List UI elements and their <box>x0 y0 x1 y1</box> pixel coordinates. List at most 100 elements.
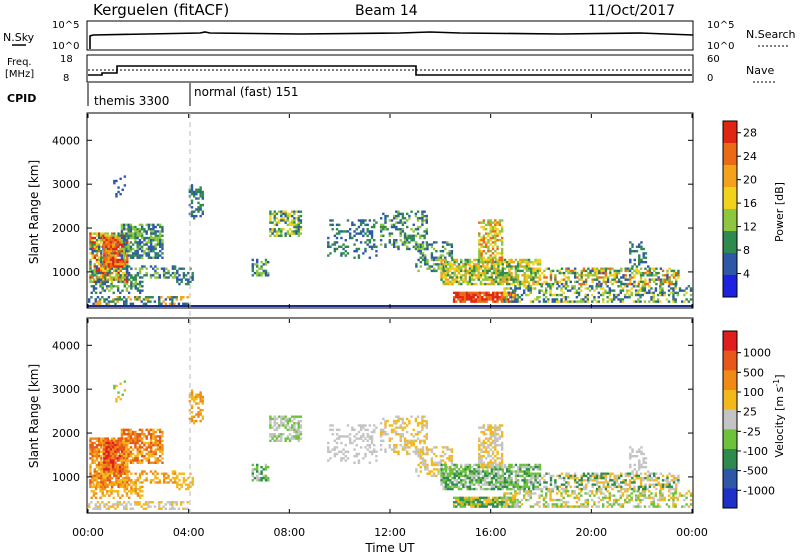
velocity-cell <box>273 422 276 425</box>
velocity-cell <box>91 452 94 456</box>
power-cell <box>489 225 492 229</box>
velocity-cell <box>103 448 106 451</box>
velocity-cell <box>530 472 533 475</box>
velocity-cell <box>419 452 422 456</box>
power-cell <box>495 260 498 264</box>
power-cell <box>500 296 504 299</box>
velocity-cell <box>494 498 497 502</box>
velocity-cell <box>280 417 283 421</box>
velocity-cell <box>470 483 474 486</box>
power-cell <box>580 271 583 275</box>
velocity-cell <box>516 479 520 482</box>
velocity-cell <box>119 397 122 401</box>
velocity-cell <box>91 437 94 440</box>
power-cell <box>494 291 497 295</box>
velocity-cell <box>92 507 95 511</box>
velocity-cell <box>299 419 303 423</box>
velocity-cell <box>122 433 126 436</box>
power-cell <box>107 249 110 253</box>
velocity-cell <box>478 437 481 440</box>
velocity-cell <box>397 417 400 421</box>
velocity-cell <box>487 501 491 504</box>
power-cell <box>492 269 496 273</box>
power-cell <box>379 239 383 242</box>
power-cell <box>255 274 259 277</box>
power-cell <box>642 271 645 275</box>
velocity-cell <box>468 481 472 484</box>
power-cell <box>520 293 524 297</box>
velocity-cell <box>122 450 126 453</box>
velocity-cell <box>253 476 257 480</box>
power-cell <box>99 291 102 295</box>
velocity-cell <box>282 433 285 436</box>
power-cell <box>464 274 467 277</box>
velocity-cell <box>114 470 117 473</box>
power-cell <box>451 258 454 262</box>
velocity-cell <box>408 452 411 456</box>
power-cell <box>390 219 394 222</box>
power-cell <box>633 269 636 273</box>
velocity-cell <box>108 476 112 480</box>
velocity-cell <box>474 498 478 502</box>
power-cell <box>412 236 415 240</box>
velocity-cell <box>416 437 420 440</box>
velocity-cell <box>125 450 128 453</box>
power-cell <box>516 265 520 268</box>
velocity-cell <box>487 444 490 447</box>
velocity-cell <box>470 496 473 500</box>
power-cell <box>421 223 424 227</box>
power-cell <box>108 267 112 270</box>
power-cell <box>117 267 120 270</box>
power-cell <box>293 223 296 227</box>
power-cell <box>428 265 431 268</box>
power-cell <box>536 296 539 299</box>
power-cell <box>147 254 151 257</box>
velocity-cell <box>477 479 480 482</box>
velocity-cell <box>432 468 436 471</box>
velocity-cell <box>496 503 499 506</box>
power-cell <box>435 241 438 244</box>
power-cell <box>123 265 127 268</box>
power-cell <box>110 234 114 238</box>
power-cell <box>100 245 103 248</box>
velocity-cell <box>127 450 130 453</box>
velocity-cell <box>89 446 92 449</box>
velocity-cell <box>299 433 303 436</box>
power-cell <box>606 296 609 299</box>
power-cell <box>577 291 581 295</box>
power-cell <box>482 245 486 248</box>
velocity-cell <box>451 472 454 475</box>
velocity-cell <box>190 395 194 399</box>
velocity-cell <box>403 444 407 447</box>
power-cell <box>638 258 641 262</box>
power-cell <box>466 260 469 264</box>
velocity-cell <box>158 444 162 447</box>
power-cell <box>462 265 465 268</box>
velocity-cell <box>425 435 428 438</box>
power-cell <box>180 267 183 270</box>
power-cell <box>108 274 112 277</box>
velocity-cell <box>479 479 483 482</box>
power-cell <box>489 254 492 257</box>
power-cell <box>542 291 546 295</box>
power-cell <box>466 263 469 266</box>
power-cell <box>147 239 151 242</box>
velocity-cell <box>114 507 117 511</box>
power-cell <box>134 239 137 242</box>
velocity-cell <box>126 463 129 467</box>
velocity-cell <box>158 459 162 462</box>
velocity-cell <box>271 437 274 440</box>
power-cell <box>368 230 372 233</box>
velocity-cell <box>115 397 118 401</box>
power-cell <box>629 247 632 251</box>
power-cell <box>593 296 596 299</box>
power-cell <box>277 219 281 222</box>
velocity-cell <box>297 419 300 423</box>
velocity-cell <box>357 430 361 434</box>
power-cell <box>584 274 588 277</box>
velocity-cell <box>112 490 115 493</box>
velocity-cell <box>475 481 478 484</box>
power-cell <box>470 274 474 277</box>
power-cell <box>600 267 603 270</box>
velocity-cell <box>131 433 135 436</box>
